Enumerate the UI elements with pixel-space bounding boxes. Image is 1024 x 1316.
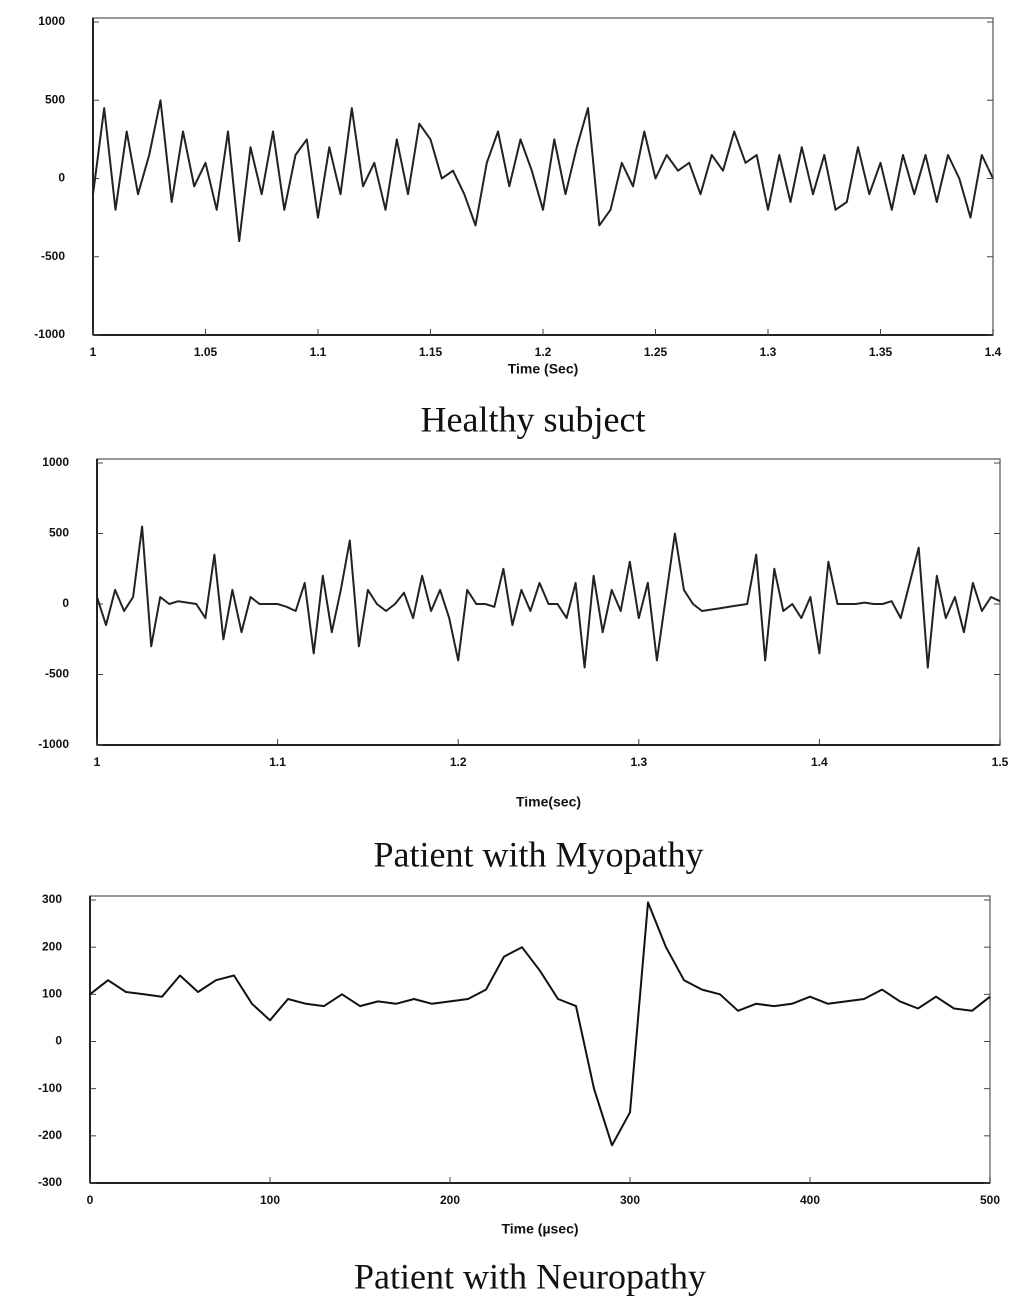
x-tick-label: 1.15 xyxy=(419,345,443,359)
x-tick-label: 1 xyxy=(94,755,101,769)
y-tick-label: -500 xyxy=(45,667,69,681)
x-tick-label: 1.25 xyxy=(644,345,668,359)
y-tick-label: 100 xyxy=(42,987,62,1001)
x-axis-label: Time (Sec) xyxy=(508,361,579,377)
x-tick-label: 1 xyxy=(90,345,97,359)
x-tick-label: 1.4 xyxy=(985,345,1002,359)
signal-line xyxy=(96,525,1001,669)
signal-line xyxy=(89,901,991,1147)
x-tick-label: 0 xyxy=(87,1193,94,1207)
y-tick-label: -300 xyxy=(38,1175,62,1189)
x-tick-label: 1.35 xyxy=(869,345,893,359)
x-tick-label: 1.4 xyxy=(811,755,828,769)
y-tick-label: 300 xyxy=(42,892,62,906)
x-tick-label: 400 xyxy=(800,1193,820,1207)
x-tick-label: 1.3 xyxy=(760,345,777,359)
plot-frame xyxy=(89,895,991,1184)
x-tick-label: 1.5 xyxy=(992,755,1009,769)
x-tick-label: 300 xyxy=(620,1193,640,1207)
y-tick-label: 1000 xyxy=(42,455,69,469)
signal-line xyxy=(92,99,994,243)
y-tick-label: 0 xyxy=(62,596,69,610)
y-tick-label: 0 xyxy=(58,171,65,185)
x-tick-label: 1.1 xyxy=(269,755,286,769)
y-tick-label: 500 xyxy=(45,92,65,106)
y-tick-label: -1000 xyxy=(38,737,69,751)
y-tick-label: 500 xyxy=(49,526,69,540)
y-tick-label: -1000 xyxy=(34,327,65,341)
x-tick-label: 1.2 xyxy=(450,755,467,769)
y-tick-label: 200 xyxy=(42,939,62,953)
x-axis-label: Time(sec) xyxy=(516,794,581,810)
chart-caption: Patient with Myopathy xyxy=(374,834,704,874)
x-tick-label: 1.05 xyxy=(194,345,218,359)
y-tick-label: -100 xyxy=(38,1081,62,1095)
y-tick-label: -200 xyxy=(38,1128,62,1142)
x-tick-label: 1.3 xyxy=(630,755,647,769)
chart-caption: Patient with Neuropathy xyxy=(354,1256,706,1296)
x-axis-label: Time (µsec) xyxy=(501,1221,578,1237)
plot-frame xyxy=(92,17,994,336)
y-tick-label: -500 xyxy=(41,249,65,263)
x-tick-label: 100 xyxy=(260,1193,280,1207)
x-tick-label: 500 xyxy=(980,1193,1000,1207)
y-tick-label: 1000 xyxy=(38,14,65,28)
x-tick-label: 1.2 xyxy=(535,345,552,359)
x-tick-label: 1.1 xyxy=(310,345,327,359)
x-tick-label: 200 xyxy=(440,1193,460,1207)
y-tick-label: 0 xyxy=(55,1034,62,1048)
chart-caption: Healthy subject xyxy=(421,399,646,439)
